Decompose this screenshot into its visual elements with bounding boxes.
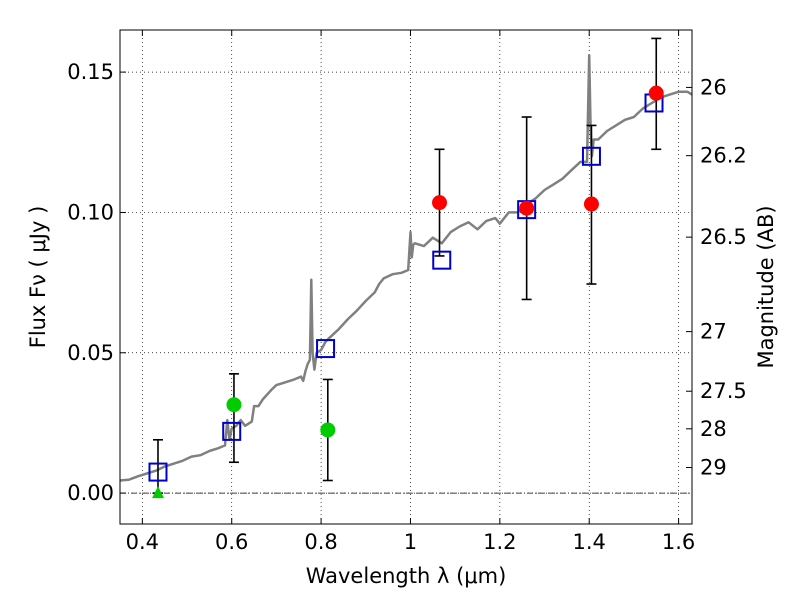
data-point-marker [226,397,242,413]
model-photometry-marker [316,339,336,359]
mag-tick-label: 27 [700,320,727,344]
mag-tick-label: 27.5 [700,379,747,403]
data-point-marker [648,85,664,101]
data-point-marker [320,422,336,438]
x-tick-label: 1.6 [662,530,695,554]
plot-frame [119,29,693,525]
mag-tick-label: 26.2 [700,144,747,168]
model-photometry-marker [222,421,242,441]
y-axis-title: Flux Fν ( μJy ) [26,206,50,349]
mag-tick-label: 26.5 [700,225,747,249]
tick-layer: 0.4 0.6 0.8 1 1.2 1.4 1.6 0.00 0.05 0.10 0.15 26 26.… [67,30,747,554]
y-tick-label: 0.05 [67,341,114,365]
y-tick-label: 0.15 [67,60,114,84]
y-tick-label: 0.00 [67,481,114,505]
y2-axis-title: Magnitude (AB) [754,205,778,368]
x-tick-label: 0.8 [304,530,337,554]
sed-model-layer [119,54,693,482]
model-photometry-marker [148,462,168,482]
upper-limit-marker [151,486,164,499]
data-point-marker [519,200,535,216]
x-tick-label: 0.6 [215,530,248,554]
grid-layer [120,30,692,524]
marker-layer [148,85,664,499]
x-tick-label: 1.4 [573,530,606,554]
y-tick-label: 0.10 [67,200,114,224]
x-tick-label: 0.4 [126,530,159,554]
mag-tick-label: 29 [700,456,727,480]
error-bar-layer [152,37,662,494]
x-tick-label: 1 [404,530,417,554]
model-photometry-marker [581,146,601,166]
data-point-marker [432,195,448,211]
x-axis-title: Wavelength λ (μm) [306,564,507,588]
mag-tick-label: 26 [700,75,727,99]
model-photometry-marker [432,250,452,270]
x-tick-label: 1.2 [483,530,516,554]
sed-model-line [119,54,693,482]
data-point-marker [583,196,599,212]
mag-tick-label: 28 [700,417,727,441]
